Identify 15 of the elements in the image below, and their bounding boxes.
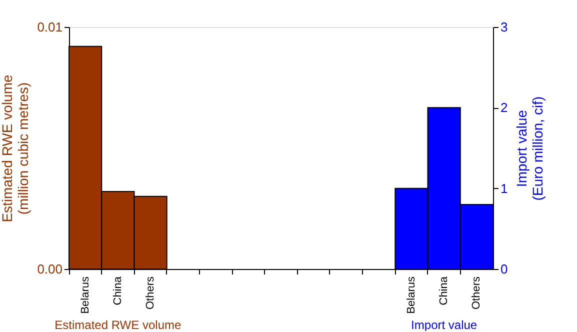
y-tick-label: 0.01 [37, 20, 62, 34]
x-tick-label: Belarus [79, 276, 92, 314]
x-tick-label: Others [144, 276, 157, 310]
text: Estimated RWE volume [54, 318, 182, 332]
y2-axis-title: Import value (Euro million, cif) [514, 96, 546, 201]
y2-tick-label: 0 [500, 262, 508, 276]
x-tick-label: China [438, 276, 450, 306]
x-tick-label: Belarus [405, 276, 418, 314]
y2-tick-label: 1 [500, 180, 508, 196]
y-tick-label: 0.00 [37, 262, 62, 276]
y2-tick-label: 2 [500, 100, 508, 116]
x-tick-label: Others [470, 276, 483, 310]
y2-tick-label: 3 [500, 20, 508, 34]
y-axis-title: Estimated RWE volume (million cubic metres) [0, 74, 32, 222]
x-tick-label: China [112, 276, 124, 306]
